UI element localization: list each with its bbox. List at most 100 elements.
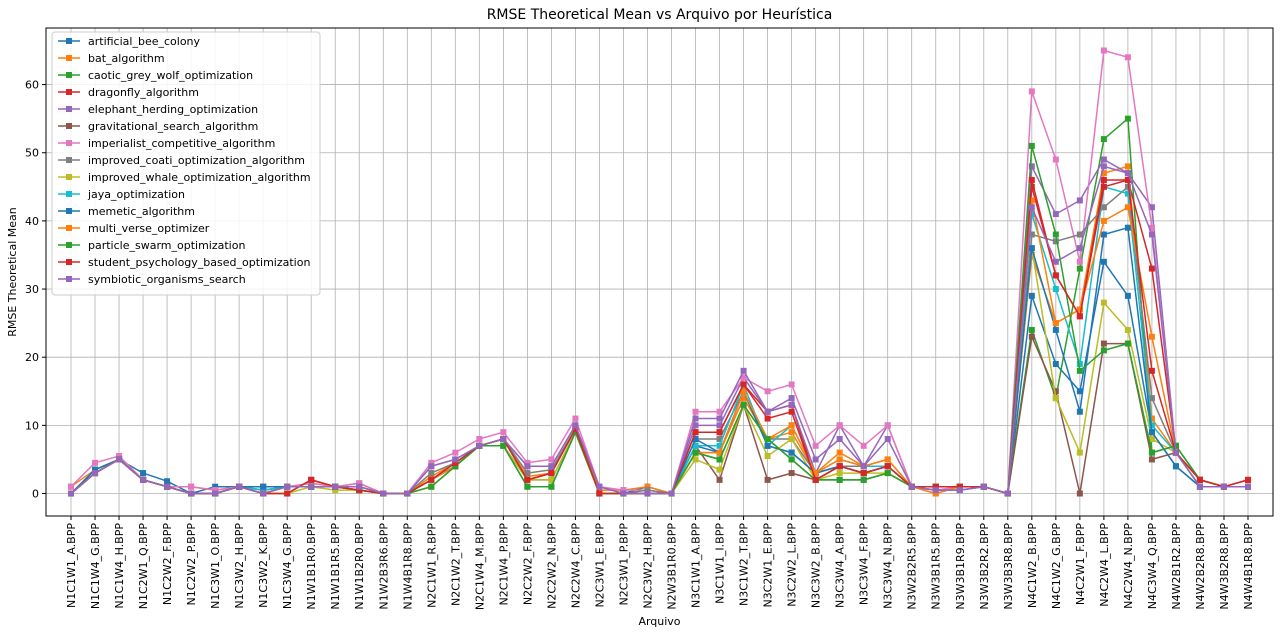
legend-swatch-marker <box>66 242 72 248</box>
legend-label: elephant_herding_optimization <box>88 103 258 116</box>
legend-swatch-marker <box>66 38 72 44</box>
data-point <box>740 381 747 388</box>
series-symbiotic_organisms_search <box>68 163 1251 497</box>
data-point <box>1124 340 1131 347</box>
data-point <box>332 483 339 490</box>
legend-label: improved_whale_optimization_algorithm <box>88 171 311 184</box>
data-point <box>500 442 507 449</box>
data-point <box>740 395 747 402</box>
data-point <box>716 415 723 422</box>
data-point <box>1076 265 1083 272</box>
data-point <box>788 422 795 429</box>
data-point <box>1100 231 1107 238</box>
legend-item: improved_coati_optimization_algorithm <box>58 154 305 167</box>
data-point <box>1100 340 1107 347</box>
data-point <box>1148 224 1155 231</box>
legend: artificial_bee_colony bat_algorithmcaotic… <box>51 31 321 296</box>
legend-swatch-marker <box>66 123 72 129</box>
x-tick-label: N3W3B1R9.BPP <box>954 523 967 610</box>
legend-swatch-marker <box>66 72 72 78</box>
data-point <box>860 476 867 483</box>
x-tick-label: N2C2W4_C.BPP <box>569 523 582 609</box>
data-point <box>1076 408 1083 415</box>
data-point <box>428 476 435 483</box>
data-point <box>764 408 771 415</box>
series-line <box>70 335 1248 495</box>
data-point <box>788 395 795 402</box>
legend-label: imperialist_competitive_algorithm <box>88 137 275 150</box>
data-point <box>548 456 555 463</box>
data-point <box>884 456 891 463</box>
series-line <box>70 165 1248 495</box>
data-point <box>1076 306 1083 313</box>
data-point <box>308 480 315 487</box>
data-point <box>1100 204 1107 211</box>
x-axis-label: Arquivo <box>638 615 680 628</box>
legend-item: bat_algorithm <box>58 52 165 65</box>
data-point <box>1196 483 1203 490</box>
data-point <box>644 483 651 490</box>
data-point <box>812 476 819 483</box>
data-point <box>1028 204 1035 211</box>
data-point <box>980 483 987 490</box>
data-point <box>884 435 891 442</box>
data-point <box>500 435 507 442</box>
series-gravitational_search_algorithm <box>68 333 1251 497</box>
x-tick-label: N4C1W2_G.BPP <box>1050 523 1063 609</box>
data-point <box>1100 217 1107 224</box>
data-point <box>452 449 459 456</box>
data-point <box>524 470 531 477</box>
data-point <box>1148 429 1155 436</box>
data-point <box>1052 361 1059 368</box>
legend-item: dragonfly_algorithm <box>58 86 199 99</box>
data-point <box>428 463 435 470</box>
data-point <box>860 442 867 449</box>
x-tick-label: N1C2W2_P.BPP <box>185 523 198 606</box>
data-point <box>860 470 867 477</box>
data-point <box>1196 476 1203 483</box>
data-point <box>1124 204 1131 211</box>
data-point <box>1100 183 1107 190</box>
x-tick-label: N4C3W4_Q.BPP <box>1146 523 1159 610</box>
x-tick-label: N2W3B1R0.BPP <box>666 523 679 610</box>
x-tick-label: N2C1W4_M.BPP <box>473 523 486 610</box>
x-tick-label: N1C2W1_Q.BPP <box>137 523 150 610</box>
x-tick-label: N2C2W2_F.BPP <box>521 523 534 606</box>
x-tick-label: N3C1W2_T.BPP <box>738 523 751 606</box>
data-point <box>836 476 843 483</box>
x-tick-label: N1C1W4_H.BPP <box>113 523 126 609</box>
data-point <box>188 490 195 497</box>
x-tick-label: N3W3B1R5.BPP <box>930 523 943 610</box>
data-point <box>788 449 795 456</box>
x-tick-label: N3C3W4_N.BPP <box>882 523 895 609</box>
x-tick-label: N2C3W1_E.BPP <box>593 523 606 608</box>
data-point <box>932 487 939 494</box>
data-point <box>212 490 219 497</box>
data-point <box>788 470 795 477</box>
data-point <box>908 483 915 490</box>
legend-item: symbiotic_organisms_search <box>58 273 246 286</box>
data-point <box>716 449 723 456</box>
x-tick-label: N2C3W2_H.BPP <box>641 523 654 609</box>
data-point <box>212 483 219 490</box>
data-point <box>1028 163 1035 170</box>
data-point <box>788 435 795 442</box>
data-point <box>1076 313 1083 320</box>
data-point <box>1172 463 1179 470</box>
data-point <box>596 490 603 497</box>
x-tick-label: N3W3B3R8.BPP <box>1002 523 1015 610</box>
x-tick-label: N2C3W1_P.BPP <box>617 523 630 606</box>
x-tick-label: N4C2W1_F.BPP <box>1074 523 1087 606</box>
data-point <box>356 483 363 490</box>
x-tick-label: N1C3W1_O.BPP <box>209 523 222 609</box>
data-point <box>668 490 675 497</box>
data-point <box>764 476 771 483</box>
data-point <box>236 483 243 490</box>
data-point <box>1028 142 1035 149</box>
data-point <box>308 483 315 490</box>
legend-item: caotic_grey_wolf_optimization <box>58 69 253 82</box>
legend-label: multi_verse_optimizer <box>88 222 210 235</box>
data-point <box>716 435 723 442</box>
legend-label: symbiotic_organisms_search <box>88 273 246 286</box>
x-tick-label: N1C3W4_G.BPP <box>281 523 294 609</box>
